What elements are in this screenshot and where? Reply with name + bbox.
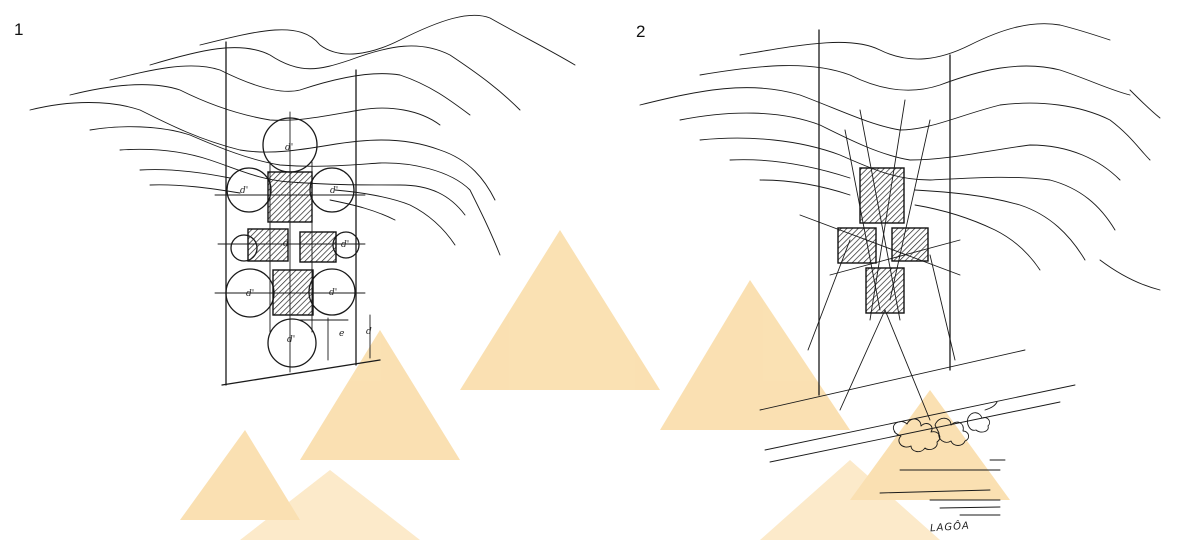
sketch-2-terrain-lines [639, 23, 1161, 291]
sketch-2-lake-lines [759, 349, 1076, 516]
dimension-label: d [366, 327, 372, 337]
watermark-logo [180, 230, 1010, 540]
dimension-label: d' [283, 239, 291, 249]
dimension-label: d' [285, 143, 293, 153]
sketch-1-site-frame [221, 41, 381, 386]
sketch-1-dimension-labels: d' d' d' d' d' d' d' d' e d [240, 143, 372, 345]
dimension-label: d' [240, 186, 248, 196]
sketch-2-trees [893, 401, 998, 453]
sketch-2-view-lines [799, 99, 961, 421]
sketch-1-building-blocks [247, 171, 337, 316]
sketch-1-grid-lines [214, 111, 371, 373]
dimension-label: d' [330, 186, 338, 196]
sketch-number-2: 2 [636, 22, 646, 41]
dimension-label: d' [341, 240, 349, 250]
dimension-label: d' [246, 289, 254, 299]
dimension-label: d' [287, 335, 295, 345]
sketch-2-site-frame [818, 29, 951, 396]
sketch-number-1: 1 [14, 20, 24, 39]
dimension-label: d' [329, 288, 337, 298]
dimension-label: e [339, 329, 344, 339]
